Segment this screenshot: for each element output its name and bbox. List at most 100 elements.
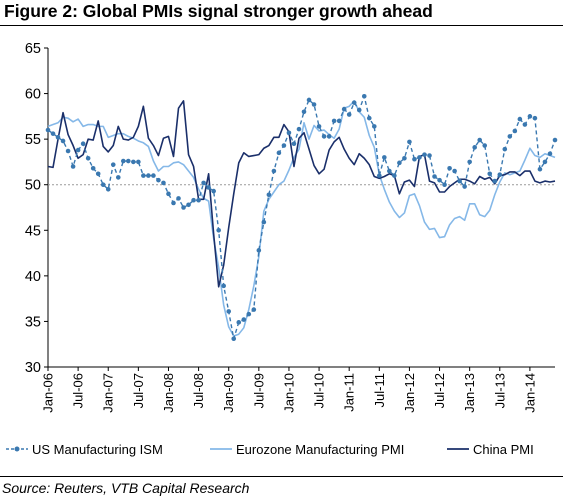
data-point-ism bbox=[467, 159, 472, 165]
data-point-ism bbox=[75, 147, 81, 153]
x-tick-label: Jan-14 bbox=[522, 373, 537, 413]
data-point-ism bbox=[281, 143, 287, 148]
data-point-ism bbox=[141, 173, 146, 178]
data-point-ism bbox=[447, 166, 452, 171]
data-point-ism bbox=[85, 155, 91, 161]
data-point-ism bbox=[115, 175, 121, 180]
data-point-ism bbox=[55, 135, 61, 140]
tick-labels: 30 35 40 45 50 55 60 65 Jan-06 Jul-06 Jan-07 Jul-07… bbox=[25, 41, 538, 413]
data-point-ism bbox=[402, 155, 407, 161]
x-tick-label: Jan-11 bbox=[342, 373, 357, 412]
data-point-ism bbox=[221, 283, 226, 289]
x-tick-label: Jan-10 bbox=[281, 373, 296, 413]
data-point-ism bbox=[387, 168, 392, 174]
data-point-ism bbox=[291, 141, 297, 146]
data-point-ism bbox=[442, 182, 447, 188]
data-point-ism bbox=[397, 160, 402, 166]
data-point-ism bbox=[517, 116, 523, 122]
data-point-ism bbox=[181, 205, 186, 210]
source-note: Source: Reuters, VTB Capital Research bbox=[2, 480, 250, 496]
data-point-ism bbox=[45, 127, 51, 133]
data-point-ism bbox=[351, 100, 357, 105]
data-point-ism bbox=[522, 122, 528, 127]
data-point-ism bbox=[537, 166, 543, 172]
data-point-ism bbox=[432, 174, 437, 179]
data-point-ism bbox=[161, 180, 166, 186]
data-point-ism bbox=[256, 248, 262, 253]
y-tick-label: 60 bbox=[25, 87, 41, 103]
data-point-ism bbox=[512, 128, 518, 134]
data-point-ism bbox=[306, 97, 312, 103]
data-point-ism bbox=[136, 159, 141, 165]
data-point-ism bbox=[482, 143, 488, 148]
data-point-ism bbox=[547, 151, 553, 157]
x-tick-label: Jul-06 bbox=[71, 373, 86, 408]
data-point-ism bbox=[392, 173, 397, 178]
data-point-ism bbox=[90, 166, 96, 171]
x-tick-label: Jul-07 bbox=[131, 373, 146, 408]
x-tick-label: Jan-12 bbox=[402, 373, 417, 413]
data-point-ism bbox=[296, 126, 302, 132]
data-point-ism bbox=[412, 156, 417, 162]
data-point-ism bbox=[492, 178, 498, 184]
data-point-ism bbox=[65, 148, 71, 154]
data-point-ism bbox=[326, 134, 332, 139]
series-lines bbox=[45, 94, 558, 342]
data-point-ism bbox=[70, 164, 76, 169]
y-tick-label: 30 bbox=[25, 360, 41, 376]
data-point-ism bbox=[211, 188, 216, 194]
data-point-ism bbox=[497, 172, 503, 177]
data-point-ism bbox=[261, 219, 267, 225]
x-tick-label: Jul-10 bbox=[312, 373, 327, 408]
data-point-ism bbox=[356, 107, 362, 113]
data-point-ism bbox=[251, 307, 257, 312]
data-point-ism bbox=[452, 168, 457, 174]
data-point-ism bbox=[502, 146, 508, 152]
data-point-ism bbox=[336, 118, 342, 124]
data-point-ism bbox=[226, 309, 232, 314]
data-point-ism bbox=[341, 106, 347, 112]
data-point-ism bbox=[231, 336, 237, 342]
data-point-ism bbox=[382, 155, 387, 160]
data-point-ism bbox=[331, 118, 337, 124]
data-point-ism bbox=[422, 152, 427, 157]
legend-label-1: Eurozone Manufacturing PMI bbox=[236, 442, 404, 457]
data-point-ism bbox=[316, 124, 322, 129]
data-point-ism bbox=[131, 159, 136, 165]
data-point-ism bbox=[186, 202, 191, 208]
data-point-ism bbox=[171, 200, 176, 206]
data-point-ism bbox=[507, 134, 513, 139]
data-point-ism bbox=[371, 124, 377, 129]
data-point-ism bbox=[361, 94, 367, 99]
data-point-ism bbox=[457, 178, 462, 184]
data-point-ism bbox=[286, 130, 292, 136]
chart-legend: US Manufacturing ISM Eurozone Manufacturi… bbox=[6, 442, 534, 457]
data-point-ism bbox=[532, 115, 538, 121]
x-tick-label: Jan-07 bbox=[101, 373, 116, 413]
data-point-ism bbox=[120, 158, 126, 164]
data-point-ism bbox=[487, 171, 493, 177]
series-line-2 bbox=[47, 100, 556, 288]
x-tick-label: Jul-12 bbox=[432, 373, 447, 408]
data-point-ism bbox=[191, 197, 196, 203]
source-rule bbox=[0, 476, 563, 477]
data-point-ism bbox=[366, 115, 372, 121]
data-point-ism bbox=[151, 173, 156, 178]
data-point-ism bbox=[311, 102, 317, 107]
data-point-ism bbox=[126, 158, 131, 164]
y-tick-label: 35 bbox=[25, 314, 41, 330]
y-tick-label: 65 bbox=[25, 41, 41, 57]
data-point-ism bbox=[146, 173, 151, 178]
x-tick-label: Jan-06 bbox=[41, 373, 56, 413]
data-point-ism bbox=[552, 137, 558, 143]
data-point-ism bbox=[527, 114, 533, 119]
data-point-ism bbox=[437, 177, 442, 183]
data-point-ism bbox=[156, 177, 161, 183]
data-point-ism bbox=[276, 150, 282, 156]
data-point-ism bbox=[407, 139, 412, 145]
data-point-ism bbox=[241, 317, 247, 322]
y-tick-label: 55 bbox=[25, 132, 41, 148]
data-point-ism bbox=[176, 196, 181, 201]
data-point-ism bbox=[271, 168, 277, 174]
title-rule bbox=[0, 25, 563, 26]
